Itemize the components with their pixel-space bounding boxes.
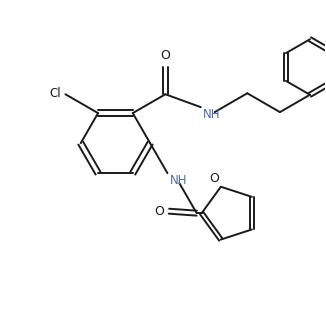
Text: NH: NH — [203, 108, 220, 121]
Text: NH: NH — [170, 174, 187, 187]
Text: O: O — [160, 48, 170, 62]
Text: O: O — [209, 172, 219, 185]
Text: Cl: Cl — [50, 87, 62, 100]
Text: O: O — [154, 205, 164, 218]
